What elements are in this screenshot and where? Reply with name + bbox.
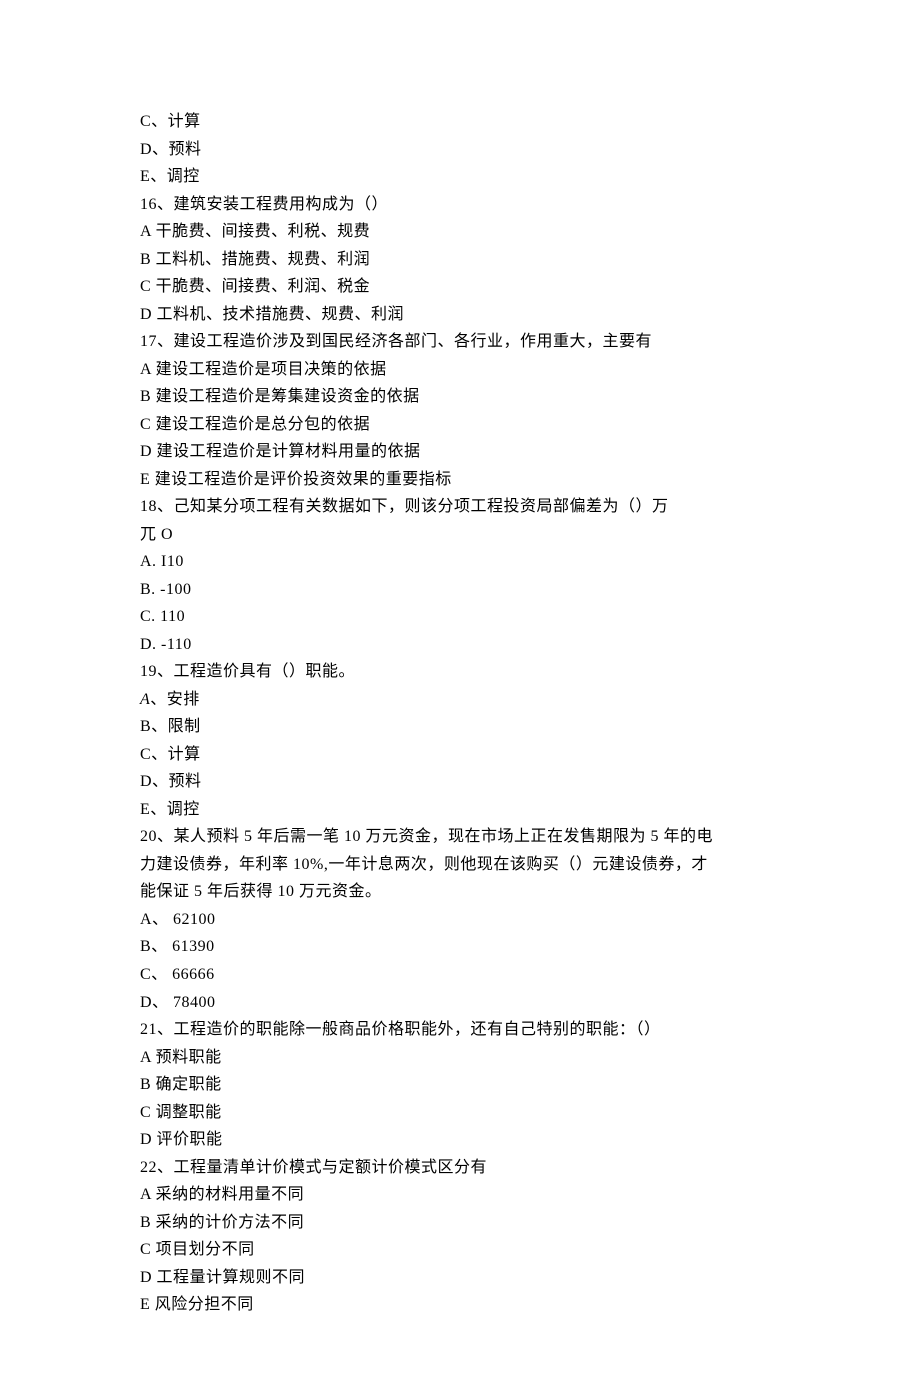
text-line: 能保证 5 年后获得 10 万元资金。 [140, 878, 780, 906]
text-line: 18、己知某分项工程有关数据如下，则该分项工程投资局部偏差为（）万 [140, 493, 780, 521]
text-line: E、调控 [140, 163, 780, 191]
text-line: C 建设工程造价是总分包的依据 [140, 411, 780, 439]
text-line: B. -100 [140, 576, 780, 604]
text-line: C、计算 [140, 741, 780, 769]
text-line: A 建设工程造价是项目决策的依据 [140, 356, 780, 384]
text-line: E 风险分担不同 [140, 1291, 780, 1319]
text-line: D、预料 [140, 136, 780, 164]
text-line: C 项目划分不同 [140, 1236, 780, 1264]
text-line: A. I10 [140, 548, 780, 576]
text-line: 16、建筑安装工程费用构成为（） [140, 191, 780, 219]
document-page: C、计算D、预料E、调控16、建筑安装工程费用构成为（）A 干脆费、间接费、利税… [0, 0, 920, 1399]
italic-prefix: A [140, 691, 150, 708]
text-line: B、 61390 [140, 933, 780, 961]
text-line: 19、工程造价具有（）职能。 [140, 658, 780, 686]
text-line: 兀 O [140, 521, 780, 549]
text-line: C. 110 [140, 603, 780, 631]
text-line: 力建设债券，年利率 10%,一年计息两次，则他现在该购买（）元建设债券，才 [140, 851, 780, 879]
text-content: 、安排 [150, 691, 200, 708]
text-line: D、预料 [140, 768, 780, 796]
text-line: D 评价职能 [140, 1126, 780, 1154]
text-line: A 采纳的材料用量不同 [140, 1181, 780, 1209]
text-line: D. -110 [140, 631, 780, 659]
text-line: D 工料机、技术措施费、规费、利润 [140, 301, 780, 329]
text-line: A 干脆费、间接费、利税、规费 [140, 218, 780, 246]
text-line: D 工程量计算规则不同 [140, 1264, 780, 1292]
text-line: C、 66666 [140, 961, 780, 989]
text-line: B 工料机、措施费、规费、利润 [140, 246, 780, 274]
text-line: C 干脆费、间接费、利润、税金 [140, 273, 780, 301]
text-line: D、 78400 [140, 989, 780, 1017]
text-line: B 采纳的计价方法不同 [140, 1209, 780, 1237]
text-line: 17、建设工程造价涉及到国民经济各部门、各行业，作用重大，主要有 [140, 328, 780, 356]
text-line: 22、工程量清单计价模式与定额计价模式区分有 [140, 1154, 780, 1182]
text-line: E、调控 [140, 796, 780, 824]
text-line: A、安排 [140, 686, 780, 714]
text-line: 20、某人预料 5 年后需一笔 10 万元资金，现在市场上正在发售期限为 5 年… [140, 823, 780, 851]
text-line: B 建设工程造价是筹集建设资金的依据 [140, 383, 780, 411]
text-line: C 调整职能 [140, 1099, 780, 1127]
text-line: A、 62100 [140, 906, 780, 934]
text-line: 21、工程造价的职能除一般商品价格职能外，还有自己特别的职能：（） [140, 1016, 780, 1044]
text-line: B 确定职能 [140, 1071, 780, 1099]
text-line: B、限制 [140, 713, 780, 741]
text-line: A 预料职能 [140, 1044, 780, 1072]
text-line: D 建设工程造价是计算材料用量的依据 [140, 438, 780, 466]
text-line: C、计算 [140, 108, 780, 136]
text-line: E 建设工程造价是评价投资效果的重要指标 [140, 466, 780, 494]
